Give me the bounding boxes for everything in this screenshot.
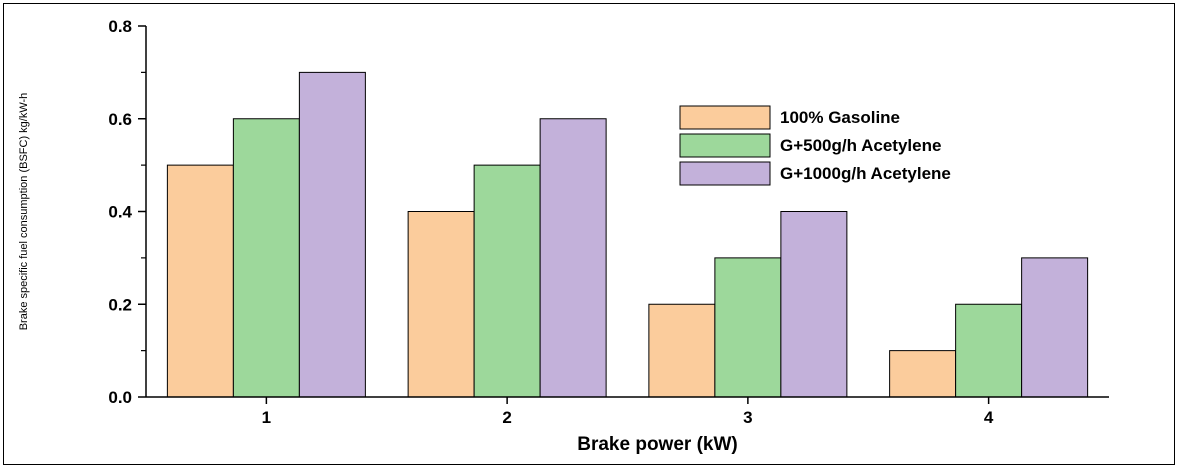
figure-frame: 1 2 3 4 0.0 0.2 0.4 0.6 0.8 100% Gasoline G+500g/…	[3, 3, 1175, 465]
bar-3-cat-1	[298, 71, 366, 398]
bar-2-cat-4	[955, 303, 1023, 398]
bar-1-cat-3	[648, 303, 716, 398]
bar-3-cat-4	[1021, 257, 1089, 398]
x-axis-title: Brake power (kW)	[577, 434, 737, 455]
legend-swatch-1	[679, 105, 771, 130]
x-tick-label: 3	[743, 408, 752, 427]
bar-3-cat-2	[539, 118, 607, 398]
bar-chart: 1 2 3 4 0.0 0.2 0.4 0.6 0.8 100% Gasoline G+500g/…	[18, 17, 1109, 455]
legend-label-3: G+1000g/h Acetylene	[780, 164, 951, 183]
legend-label-1: 100% Gasoline	[780, 108, 900, 127]
bar-1-cat-4	[889, 350, 957, 398]
bars-group	[166, 71, 1089, 398]
y-tick-label: 0.4	[108, 203, 132, 222]
bar-1-cat-2	[407, 211, 475, 398]
bar-2-cat-1	[232, 118, 300, 398]
y-tick-label: 0.0	[108, 388, 132, 407]
x-tick-label: 2	[502, 408, 511, 427]
bar-2-cat-2	[473, 164, 541, 398]
y-axis-title: Brake specific fuel consumption (BSFC) k…	[18, 93, 30, 331]
bar-2-cat-3	[714, 257, 782, 398]
bar-1-cat-1	[166, 164, 234, 398]
legend: 100% Gasoline G+500g/h Acetylene G+1000g/h…	[679, 105, 951, 186]
y-tick-label: 0.2	[108, 295, 132, 314]
legend-swatch-3	[679, 161, 771, 186]
y-tick-label: 0.6	[108, 110, 132, 129]
legend-swatch-2	[679, 133, 771, 158]
axes-group: 1 2 3 4 0.0 0.2 0.4 0.6 0.8	[108, 17, 1109, 427]
x-tick-label: 1	[262, 408, 271, 427]
legend-label-2: G+500g/h Acetylene	[780, 136, 941, 155]
x-tick-label: 4	[984, 408, 994, 427]
bar-3-cat-3	[780, 211, 848, 398]
y-tick-label: 0.8	[108, 17, 132, 36]
